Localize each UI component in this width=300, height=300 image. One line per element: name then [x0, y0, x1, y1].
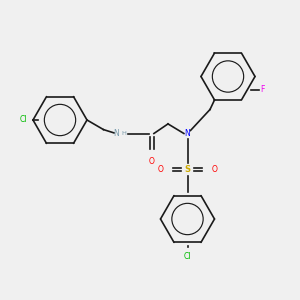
Text: S: S	[184, 165, 190, 174]
Text: H: H	[122, 131, 126, 136]
Text: O: O	[148, 157, 154, 166]
Text: N: N	[113, 129, 119, 138]
Text: O: O	[158, 165, 164, 174]
Text: F: F	[260, 85, 265, 94]
Text: Cl: Cl	[20, 116, 27, 124]
Text: N: N	[184, 129, 190, 138]
Text: O: O	[212, 165, 218, 174]
Text: Cl: Cl	[184, 252, 191, 261]
